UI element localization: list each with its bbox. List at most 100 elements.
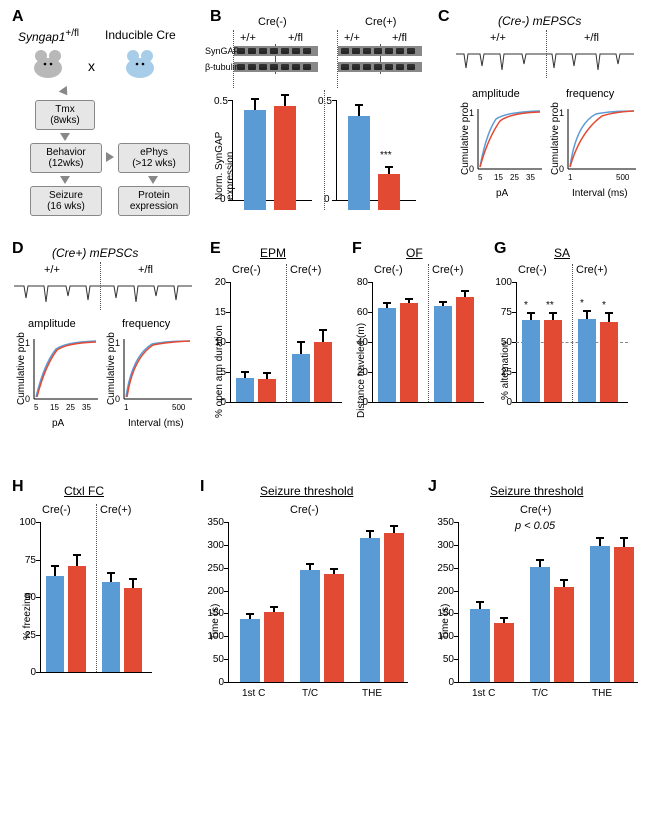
b-chart-right: 0.5 0 *** [336,100,422,210]
c-title: (Cre-) mEPSCs [498,14,581,28]
panel-f-label: F [352,240,362,258]
panel-c-label: C [438,8,450,26]
f-g1: Cre(-) [374,264,403,276]
arrow-icon [60,176,70,184]
c-freq: frequency [566,88,614,100]
j-ylabel: Time (s) [440,604,451,640]
svg-text:15: 15 [50,403,59,412]
svg-text:500: 500 [616,173,630,182]
cross-x: x [88,58,95,74]
g-title: SA [554,246,570,260]
arrow-icon [59,86,72,98]
arrow-icon [148,176,158,184]
c-ylab2: Cumulative prob [550,102,561,175]
svg-text:25: 25 [66,403,75,412]
h-ylabel: % freezing [22,593,33,640]
d-cum-freq: 10 1500 [112,334,196,414]
d-div [100,262,101,310]
b-crepos: Cre(+) [365,16,396,28]
d-ylab2: Cumulative prob [106,332,117,405]
b-chart-left: 0.5 0 [232,100,318,210]
c-wt: +/+ [490,32,506,44]
b-div1 [233,30,234,88]
e-ylabel: % open arm duration [214,325,225,418]
d-amp: amplitude [28,318,76,330]
h-g2: Cre(+) [100,504,131,516]
b-ylabel: Norm. SynGAPexpression [214,132,236,200]
panel-i-label: I [200,478,204,496]
gel-tubulin: β-tubulin [205,62,240,72]
mouse-blue-icon [120,42,160,82]
c-fl: +/fl [584,32,599,44]
i-ylabel: Time (s) [210,604,221,640]
c-cum-amp: 10 5152535 [466,104,546,184]
d-xu2: Interval (ms) [128,418,184,429]
panel-h-label: H [12,478,24,496]
svg-text:25: 25 [510,173,519,182]
f-g2: Cre(+) [432,264,463,276]
h-g1: Cre(-) [42,504,71,516]
b-wt2: +/+ [344,32,360,44]
c-div [546,30,547,78]
c-ylab1: Cumulative prob [460,102,471,175]
panel-b-label: B [210,8,222,26]
b-fl1: +/fl [288,32,303,44]
b-creneg: Cre(-) [258,16,287,28]
gel-syngap: SynGAP [205,46,240,56]
arrow-icon [106,152,114,162]
f-title: OF [406,246,423,260]
e-title: EPM [260,246,286,260]
g-chart: 0255075100***** [516,282,628,422]
flow-seizure: Seizure(16 wks) [30,186,102,216]
j-chart: 0501001502002503003501st CT/CTHE [458,522,638,712]
panel-a-label: A [12,8,24,26]
svg-text:15: 15 [494,173,503,182]
svg-text:500: 500 [172,403,186,412]
flow-behavior: Behavior(12wks) [30,143,102,173]
j-title: Seizure threshold [490,484,583,498]
d-trace [14,278,194,308]
flow-protein: Proteinexpression [118,186,190,216]
mouse-gray-icon [28,42,68,82]
panel-d-label: D [12,240,24,258]
d-freq: frequency [122,318,170,330]
i-group: Cre(-) [290,504,319,516]
svg-text:5: 5 [34,403,39,412]
svg-text:35: 35 [526,173,535,182]
svg-text:1: 1 [124,403,129,412]
i-chart: 0501001502002503003501st CT/CTHE [228,522,408,712]
flow-tmx: Tmx(8wks) [35,100,95,130]
h-chart: 0255075100 [40,522,152,692]
flow-ephys: ePhys(>12 wks) [118,143,190,173]
b-sig: *** [380,150,392,161]
g-ylabel: % alternation [500,342,511,400]
inducible-cre-text: Inducible Cre [105,28,176,42]
syngap-sup: +/fl [65,28,79,39]
h-title: Ctxl FC [64,484,104,498]
c-amp: amplitude [472,88,520,100]
svg-text:1: 1 [568,173,573,182]
d-wt: +/+ [44,264,60,276]
f-ylabel: Distance traveled (m) [356,323,367,418]
d-xu1: pA [52,418,64,429]
d-title: (Cre+) mEPSCs [52,246,138,260]
b-chart-div [324,90,325,210]
b-div3 [337,30,338,88]
g-g1: Cre(-) [518,264,547,276]
i-title: Seizure threshold [260,484,353,498]
panel-j-label: J [428,478,437,496]
b-wt1: +/+ [240,32,256,44]
d-ylab1: Cumulative prob [16,332,27,405]
panel-e-label: E [210,240,221,258]
c-cum-freq: 10 1500 [556,104,640,184]
c-xu1: pA [496,188,508,199]
b-fl2: +/fl [392,32,407,44]
e-g2: Cre(+) [290,264,321,276]
e-chart: 05101520 [230,282,342,422]
svg-text:35: 35 [82,403,91,412]
svg-text:5: 5 [478,173,483,182]
d-fl: +/fl [138,264,153,276]
g-g2: Cre(+) [576,264,607,276]
c-xu2: Interval (ms) [572,188,628,199]
panel-g-label: G [494,240,506,258]
